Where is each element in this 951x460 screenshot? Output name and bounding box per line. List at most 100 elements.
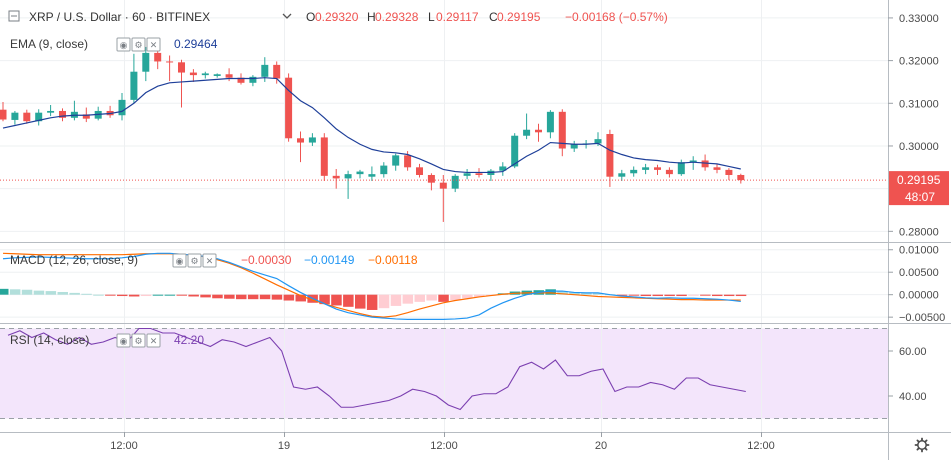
candle (59, 108, 66, 122)
macd-histogram-bar (640, 294, 652, 297)
eye-icon[interactable]: ◉ (116, 333, 131, 348)
price-pane[interactable] (0, 46, 888, 222)
macd-legend[interactable]: MACD (12, 26, close, 9) ◉ ⚙ ✕ −0.00030 −0.… (10, 253, 418, 268)
macd-histogram-bar (212, 294, 223, 299)
time-tick-label: 20 (595, 440, 607, 452)
chevron-down-icon[interactable] (282, 13, 292, 19)
macd-histogram-bar (152, 294, 164, 296)
macd-histogram-bar (224, 294, 235, 299)
candle-body (154, 52, 162, 62)
axis-layer: 12:00 19 12:00 20 12:00 0.33000 0.32000 0.31000… (110, 13, 945, 452)
macd-histogram-bar (545, 289, 556, 295)
candle-body (237, 77, 245, 83)
ema-legend-label[interactable]: EMA (9, close) (10, 37, 88, 51)
ema-legend[interactable]: EMA (9, close) ◉ ⚙ ✕ 0.29464 (10, 37, 218, 52)
gear-icon[interactable]: ⚙ (131, 37, 146, 52)
macd-histogram-bar (69, 292, 80, 295)
candle (570, 140, 578, 152)
candle-body (261, 64, 269, 77)
candle-body (677, 162, 685, 175)
candle-body (606, 134, 614, 177)
candle (273, 61, 281, 84)
gear-icon[interactable]: ⚙ (187, 253, 202, 268)
candle (630, 166, 638, 177)
candle-body (130, 71, 138, 100)
candle (249, 75, 257, 87)
ohlc-key: O (306, 10, 315, 24)
macd-histogram-bar (628, 294, 640, 296)
price-tick-label: 0.32000 (899, 56, 939, 68)
macd-line (2, 252, 741, 321)
macd-histogram-bar (33, 290, 45, 295)
rsi-pane[interactable] (7, 327, 746, 411)
macd-histogram-bar (140, 294, 152, 297)
macd-histogram-bar (45, 291, 57, 295)
candle (166, 55, 174, 82)
candle (737, 173, 745, 184)
candle (654, 164, 661, 175)
macd-legend-icons[interactable]: ◉ ⚙ ✕ (172, 253, 217, 268)
macd-histogram-bar (259, 294, 271, 300)
candle-body (166, 61, 174, 63)
rsi-legend-icons[interactable]: ◉ ⚙ ✕ (116, 333, 161, 348)
macd-histogram-bar (164, 294, 176, 296)
candle (427, 173, 435, 191)
candle-body (344, 174, 352, 179)
candle-body (59, 110, 66, 118)
eye-icon-frame (172, 253, 187, 268)
candle (665, 167, 673, 178)
candle-body (570, 144, 578, 149)
close-icon[interactable]: ✕ (146, 333, 161, 348)
close-icon-glyph: ✕ (150, 336, 158, 346)
candle-body (654, 167, 661, 170)
macd-histogram-bar (438, 294, 449, 302)
macd-histogram-bar (426, 294, 437, 301)
eye-icon-frame (116, 37, 131, 52)
time-tick-label: 12:00 (747, 440, 775, 452)
macd-histogram-bar (200, 294, 211, 298)
ohlc-value: 0.29320 (315, 10, 359, 24)
ohlc-key: C (489, 10, 498, 24)
ema-legend-icons[interactable]: ◉ ⚙ ✕ (116, 37, 161, 52)
time-tick-label: 12:00 (110, 440, 138, 452)
rsi-legend-value: 42.20 (174, 333, 204, 347)
candle (713, 163, 721, 174)
candle (201, 71, 209, 79)
macd-legend-label[interactable]: MACD (12, 26, close, 9) (10, 253, 138, 267)
candle-body (273, 64, 281, 79)
macd-histogram-bar (93, 294, 104, 296)
candle (368, 166, 376, 181)
candle (118, 93, 126, 121)
macd-histogram-bar (366, 294, 378, 310)
rsi-legend-label[interactable]: RSI (14, close) (10, 333, 89, 347)
gear-icon[interactable]: ⚙ (131, 333, 146, 348)
macd-pane[interactable] (0, 252, 747, 321)
candle-body (689, 160, 697, 163)
macd-histogram-bar (390, 294, 402, 306)
ohlc-value: 0.29117 (436, 10, 479, 24)
macd-histogram-bar (57, 291, 68, 295)
gear-icon-glyph: ⚙ (134, 336, 142, 346)
candle-body (618, 173, 626, 177)
candle-body (404, 155, 412, 168)
close-icon[interactable]: ✕ (146, 37, 161, 52)
close-icon-frame (146, 37, 161, 52)
chart-header[interactable]: XRP / U.S. Dollar · 60 · BITFINEX O 0.293… (8, 10, 668, 24)
symbol-title[interactable]: XRP / U.S. Dollar · 60 · BITFINEX (29, 10, 210, 24)
candle (297, 131, 304, 163)
candle-body (0, 109, 7, 120)
candle-body (392, 155, 400, 166)
candle (0, 102, 7, 122)
macd-histogram-bar (616, 294, 628, 296)
macd-histogram-bar (271, 294, 283, 300)
close-icon[interactable]: ✕ (202, 253, 217, 268)
candle-body (249, 76, 257, 83)
candle (189, 69, 197, 82)
macd-histogram-bar (474, 294, 485, 297)
eye-icon[interactable]: ◉ (116, 37, 131, 52)
gear-icon[interactable] (914, 437, 930, 453)
last-price-marker: 0.29195 48:07 (889, 171, 949, 206)
eye-icon[interactable]: ◉ (172, 253, 187, 268)
rsi-legend[interactable]: RSI (14, close) ◉ ⚙ ✕ 42.20 (10, 333, 204, 348)
